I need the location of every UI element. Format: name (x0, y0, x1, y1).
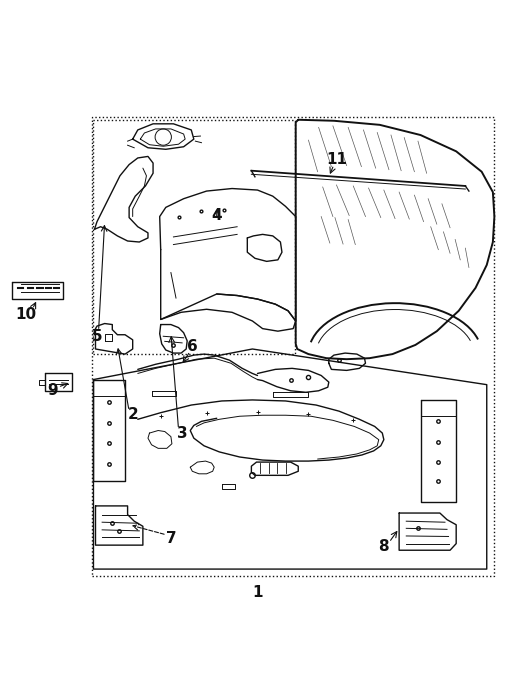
Text: 5: 5 (92, 329, 102, 344)
Text: 9: 9 (47, 383, 58, 399)
Text: 4: 4 (212, 208, 222, 223)
Text: 8: 8 (379, 539, 389, 554)
Text: 7: 7 (166, 531, 176, 546)
Text: 1: 1 (252, 585, 263, 600)
Bar (93, 120, 295, 354)
Text: 3: 3 (177, 426, 187, 441)
Bar (92, 117, 494, 576)
Text: 11: 11 (326, 152, 347, 167)
Text: 10: 10 (15, 307, 37, 322)
Text: 2: 2 (127, 407, 138, 422)
Text: 6: 6 (187, 339, 198, 354)
